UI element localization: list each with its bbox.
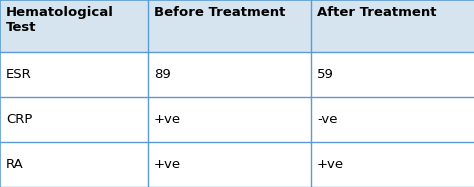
Text: RA: RA — [6, 158, 24, 171]
Text: +ve: +ve — [317, 158, 344, 171]
Text: Hematological
Test: Hematological Test — [6, 6, 114, 34]
Text: CRP: CRP — [6, 113, 32, 126]
Text: +ve: +ve — [154, 158, 181, 171]
Bar — [0, 97, 474, 142]
Text: After Treatment: After Treatment — [317, 6, 437, 19]
Bar — [0, 52, 474, 97]
Bar — [0, 142, 474, 187]
Text: 59: 59 — [317, 68, 334, 81]
Text: 89: 89 — [154, 68, 171, 81]
Bar — [0, 0, 474, 52]
Text: ESR: ESR — [6, 68, 32, 81]
Text: Before Treatment: Before Treatment — [154, 6, 285, 19]
Text: -ve: -ve — [317, 113, 337, 126]
Text: +ve: +ve — [154, 113, 181, 126]
